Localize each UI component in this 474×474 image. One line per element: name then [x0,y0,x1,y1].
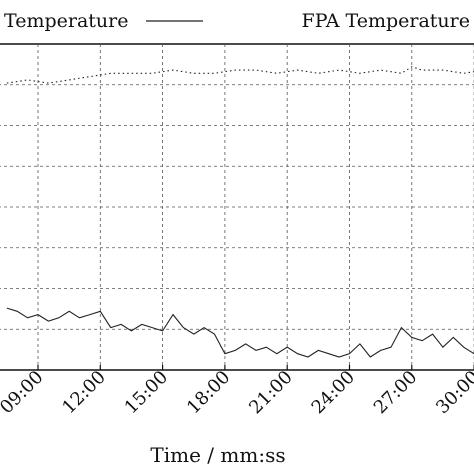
x-axis-ticks: 09:00 12:00 15:00 18:00 21:00 24:00 27:00 30:00 [0,365,474,418]
grid [0,43,474,371]
x-tick-label: 21:00 [245,367,297,419]
x-tick-label: 30:00 [432,367,474,419]
x-tick-label: 27:00 [370,367,422,419]
x-tick-label: 24:00 [308,367,360,419]
legend: Temperature FPA Temperature [4,10,470,32]
series-line-temperature [6,66,474,84]
x-tick-label: 15:00 [121,367,173,419]
x-tick-label: 18:00 [183,367,235,419]
series-line-fpa-temperature [6,307,474,358]
legend-entry-fpa-temperature: FPA Temperature [302,10,470,32]
x-tick-label: 09:00 [0,367,48,419]
series-lines [6,66,474,358]
x-axis-label: Time / mm:ss [150,443,285,467]
legend-entry-temperature: Temperature [4,10,128,32]
x-tick-label: 12:00 [58,367,110,419]
